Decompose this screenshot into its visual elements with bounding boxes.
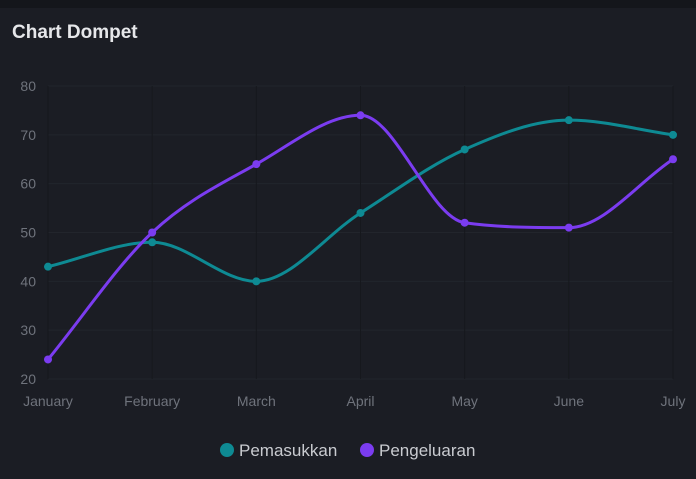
x-tick-label: April	[346, 393, 374, 409]
x-axis-ticks: January February March April May June July	[23, 393, 685, 409]
data-point-1	[252, 277, 261, 286]
data-point-1	[669, 130, 677, 139]
data-point-2	[44, 355, 52, 364]
x-tick-label: July	[661, 393, 686, 409]
data-point-1	[460, 145, 469, 154]
data-point-1	[564, 116, 573, 125]
y-tick-label: 70	[20, 127, 36, 143]
x-tick-label: June	[554, 393, 585, 409]
chart-title: Chart Dompet	[12, 22, 138, 43]
y-tick-label: 40	[20, 273, 36, 289]
x-tick-label: January	[23, 393, 73, 409]
y-tick-label: 60	[20, 176, 36, 192]
data-point-2	[564, 223, 573, 232]
y-tick-label: 50	[20, 225, 36, 241]
grid-lines	[47, 85, 674, 380]
legend-label: Pengeluaran	[379, 441, 475, 460]
y-tick-label: 80	[20, 78, 36, 94]
legend-marker	[220, 443, 234, 457]
data-point-2	[148, 228, 157, 237]
legend-label: Pemasukkan	[239, 441, 337, 460]
data-point-1	[148, 238, 157, 247]
data-point-2	[669, 155, 677, 164]
data-point-2	[460, 218, 469, 227]
x-tick-label: May	[451, 393, 477, 409]
data-point-1	[356, 208, 365, 217]
x-tick-label: February	[124, 393, 180, 409]
legend: Pemasukkan Pengeluaran	[220, 441, 475, 460]
y-tick-label: 20	[20, 371, 36, 387]
data-point-1	[44, 262, 52, 271]
y-tick-label: 30	[20, 322, 36, 338]
x-tick-label: March	[237, 393, 276, 409]
top-bar	[0, 0, 696, 8]
legend-marker	[360, 443, 374, 457]
series-points	[44, 111, 677, 364]
data-point-2	[252, 160, 261, 169]
data-point-2	[356, 111, 365, 120]
y-axis-ticks: 20 30 40 50 60 70 80	[20, 78, 36, 387]
